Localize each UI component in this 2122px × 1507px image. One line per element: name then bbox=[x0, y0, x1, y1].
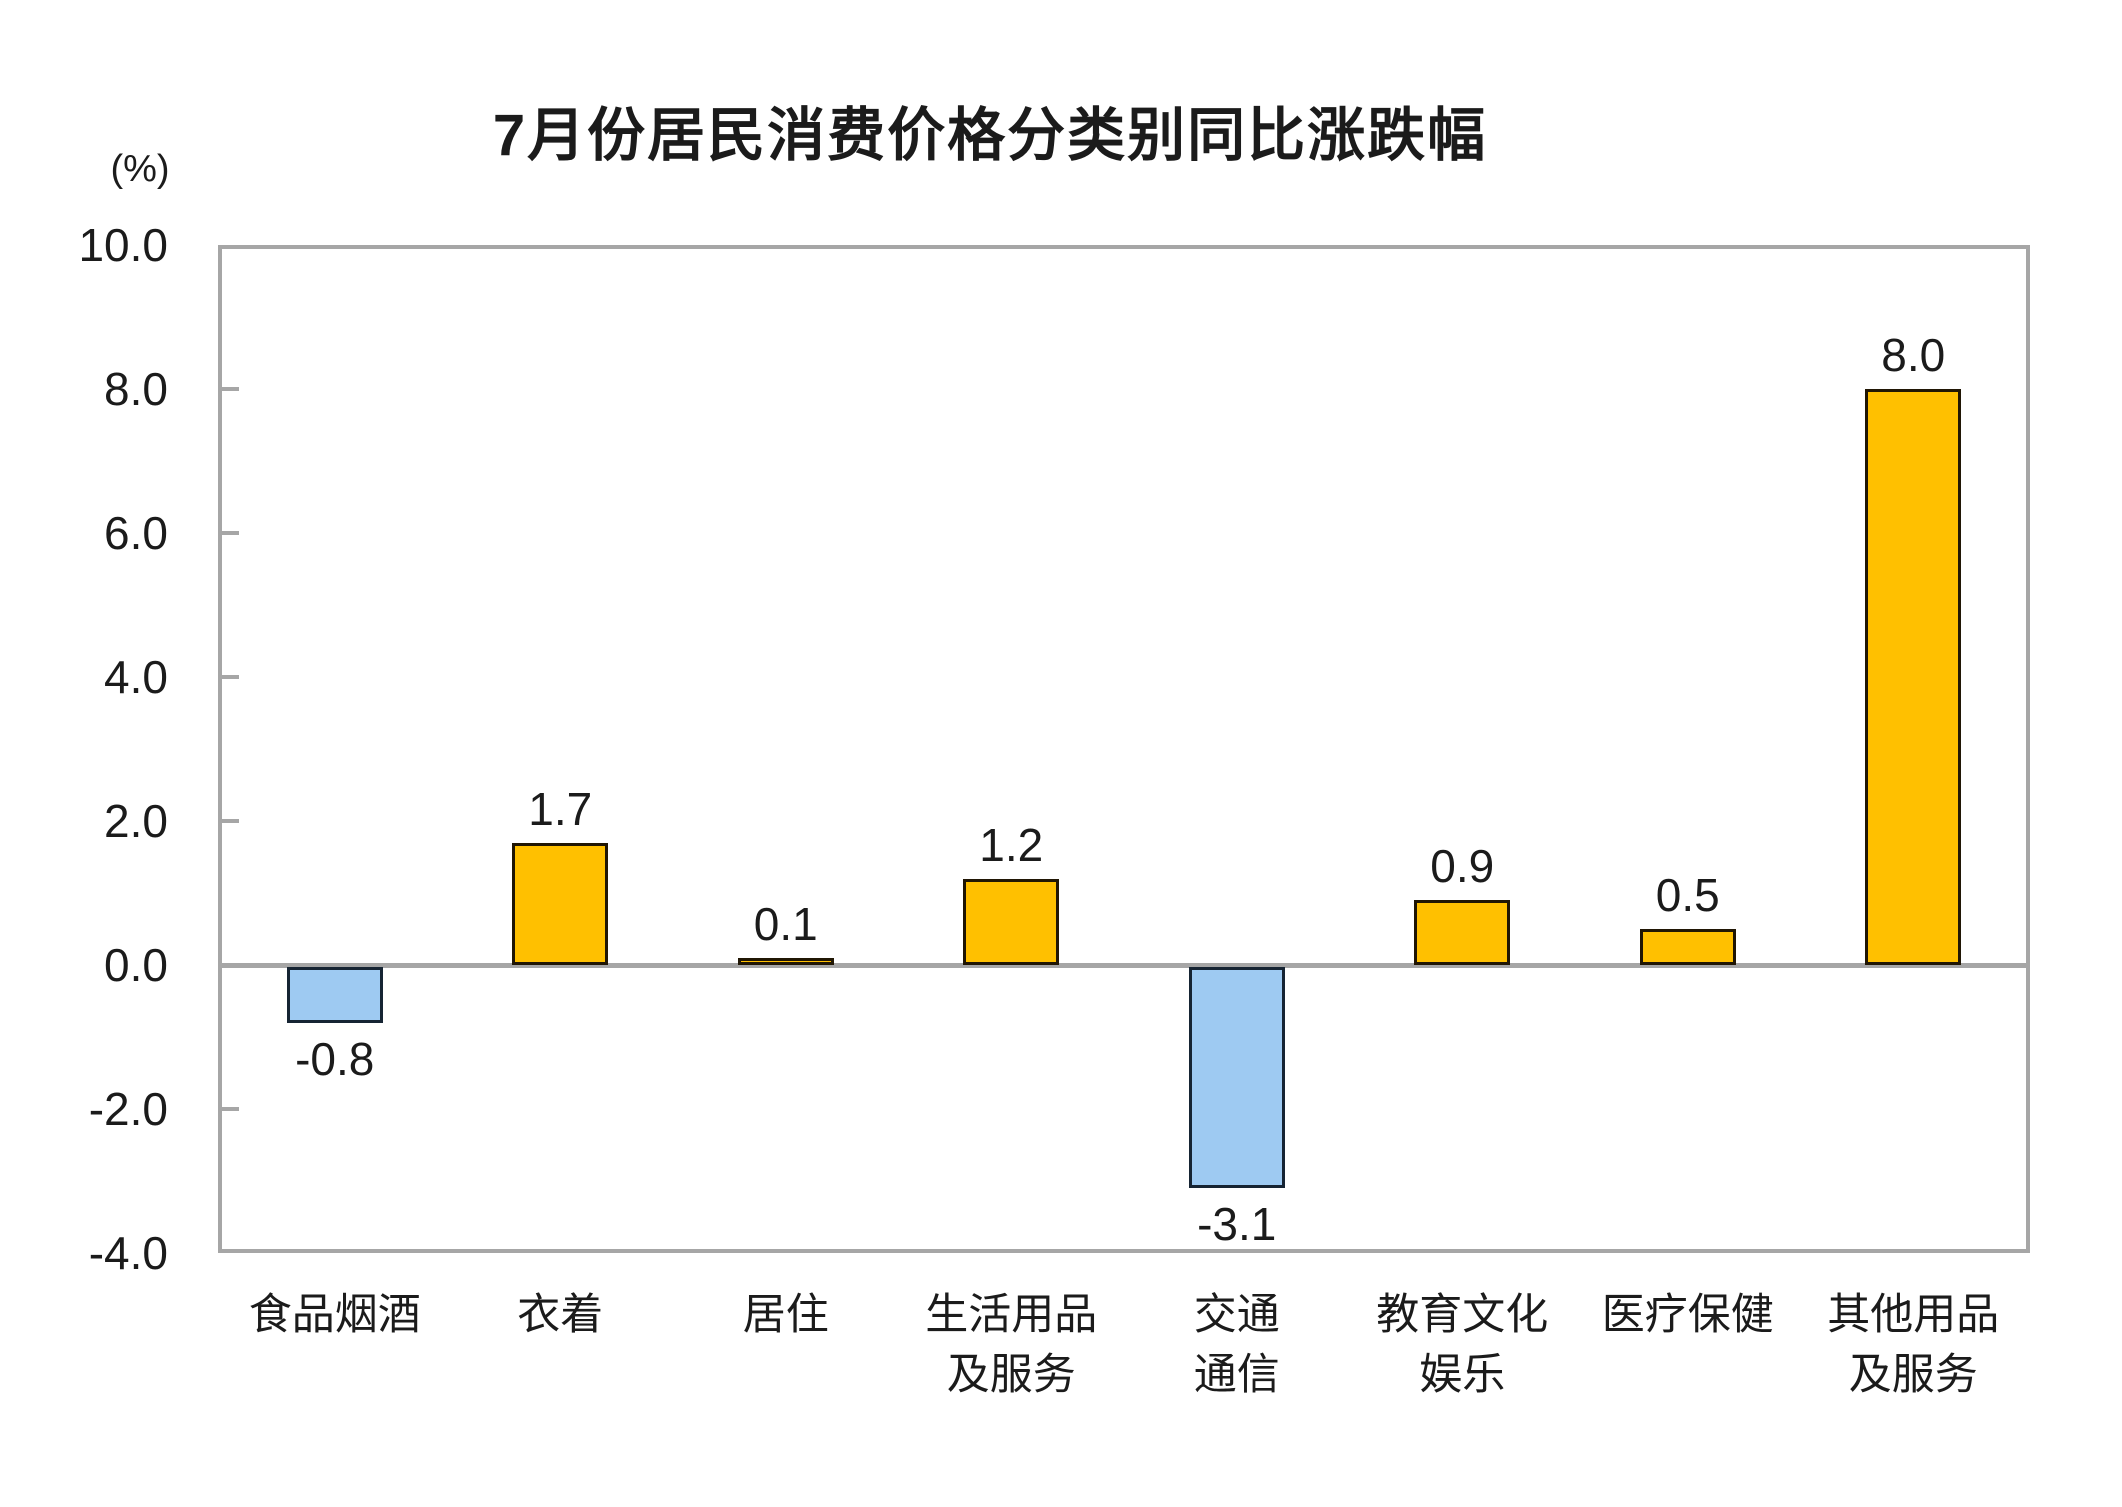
x-axis-category-label: 食品烟酒 bbox=[248, 1291, 421, 1339]
bar-医疗保健 bbox=[1639, 929, 1736, 965]
x-axis-category-label: 医疗保健 bbox=[1601, 1291, 1774, 1339]
y-axis-tick-label: -2.0 bbox=[88, 1083, 168, 1135]
y-axis-tick-mark bbox=[222, 387, 239, 391]
bar-居住 bbox=[737, 957, 834, 965]
bar-value-label: 0.9 bbox=[1430, 840, 1495, 893]
bar-食品烟酒 bbox=[286, 967, 383, 1023]
y-axis-tick-label: 8.0 bbox=[104, 363, 168, 415]
zero-baseline bbox=[222, 963, 2026, 968]
y-axis-tick-label: 6.0 bbox=[104, 507, 168, 559]
x-axis-category-label: 其他用品 及服务 bbox=[1827, 1291, 2000, 1399]
bar-value-label: 0.5 bbox=[1655, 869, 1720, 921]
x-axis-category-label: 教育文化 娱乐 bbox=[1376, 1291, 1549, 1399]
plot-area: -0.8 1.7 0.1 1.2 -3.1 0.9 0.5 8.0 bbox=[218, 245, 2030, 1253]
bar-其他用品及服务 bbox=[1865, 389, 1962, 965]
bar-value-label: -0.8 bbox=[295, 1032, 375, 1085]
y-axis-tick-label: 4.0 bbox=[104, 651, 168, 703]
x-axis-category-label: 生活用品 及服务 bbox=[925, 1291, 1098, 1399]
y-axis-tick-mark bbox=[222, 1107, 239, 1111]
y-axis-tick-mark bbox=[222, 819, 239, 823]
bar-value-label: 8.0 bbox=[1881, 329, 1946, 381]
y-axis-tick-label: -4.0 bbox=[88, 1227, 168, 1279]
bar-value-label: 0.1 bbox=[753, 897, 818, 950]
bar-value-label: -3.1 bbox=[1197, 1198, 1277, 1251]
y-axis-tick-mark bbox=[222, 531, 239, 535]
bar-value-label: 1.2 bbox=[979, 818, 1044, 871]
y-axis-tick-label: 0.0 bbox=[104, 939, 168, 991]
y-axis-tick-label: 2.0 bbox=[104, 795, 168, 847]
bar-value-label: 1.7 bbox=[528, 782, 593, 835]
x-axis-category-label: 衣着 bbox=[517, 1291, 604, 1339]
x-axis-category-label: 交通 通信 bbox=[1193, 1291, 1280, 1399]
bar-衣着 bbox=[512, 842, 609, 965]
bar-教育文化娱乐 bbox=[1414, 900, 1511, 965]
y-axis-tick-label: 10.0 bbox=[78, 219, 168, 271]
x-axis-category-label: 居住 bbox=[742, 1291, 829, 1339]
bar-生活用品及服务 bbox=[963, 878, 1060, 965]
chart-title: 7月份居民消费价格分类别同比涨跌幅 bbox=[492, 103, 1488, 168]
y-axis-tick-mark bbox=[222, 675, 239, 679]
y-axis-unit-label: (%) bbox=[110, 148, 170, 190]
bar-交通通信 bbox=[1188, 967, 1285, 1189]
